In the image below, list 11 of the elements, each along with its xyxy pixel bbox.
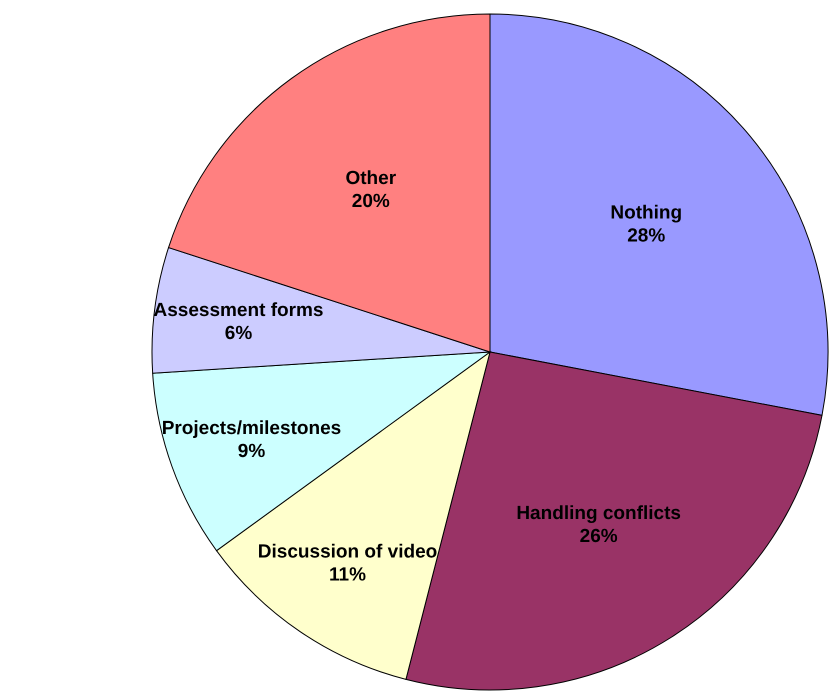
data-label: 9% [238, 440, 266, 462]
slice-label: Projects/milestones [162, 418, 342, 439]
data-label: 11% [329, 564, 366, 586]
slice-label: Nothing [610, 202, 682, 224]
data-label: 20% [352, 190, 390, 212]
slice-label: Discussion of video [258, 542, 438, 563]
data-label: 26% [580, 526, 618, 548]
slice-label: Other [345, 168, 397, 189]
slice-label: Handling conflicts [516, 503, 682, 524]
data-label: 6% [224, 323, 252, 344]
data-label: 28% [627, 226, 666, 247]
